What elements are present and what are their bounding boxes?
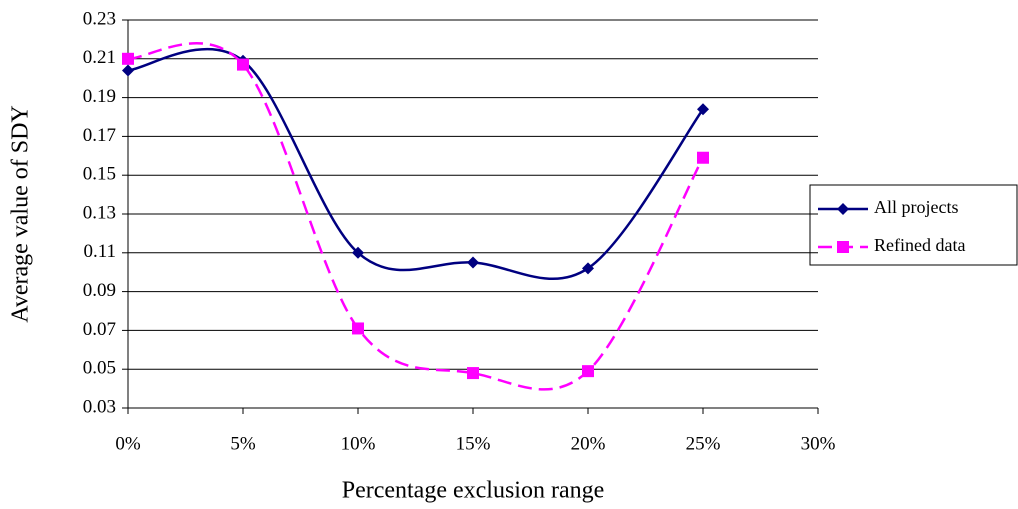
y-tick-label: 0.09: [83, 280, 116, 301]
y-tick-label: 0.03: [83, 396, 116, 417]
legend-text: All projects: [874, 197, 958, 217]
y-tick-label: 0.11: [83, 241, 116, 262]
marker: [467, 256, 479, 269]
legend-text: Refined data: [874, 235, 965, 255]
y-tick-label: 0.17: [83, 125, 116, 146]
x-tick-label: 25%: [686, 433, 721, 454]
marker: [697, 103, 709, 116]
series-line: [127, 42, 705, 391]
legend-marker: [837, 203, 849, 215]
marker: [582, 262, 594, 275]
marker: [697, 151, 709, 164]
y-tick-label: 0.15: [83, 164, 116, 185]
marker: [352, 246, 364, 259]
x-tick-label: 20%: [571, 433, 606, 454]
x-tick-label: 5%: [230, 433, 256, 454]
x-tick-label: 10%: [341, 433, 376, 454]
marker: [467, 367, 479, 380]
marker: [122, 52, 134, 65]
marker: [237, 58, 249, 71]
y-tick-label: 0.21: [83, 47, 116, 68]
x-tick-label: 0%: [115, 433, 141, 454]
y-tick-label: 0.07: [83, 319, 116, 340]
x-axis-title: Percentage exclusion range: [342, 478, 605, 504]
y-tick-label: 0.05: [83, 358, 116, 379]
marker: [122, 64, 134, 77]
legend-marker: [837, 241, 849, 253]
x-tick-label: 30%: [801, 433, 836, 454]
y-tick-label: 0.13: [83, 202, 116, 223]
series-line: [127, 47, 705, 280]
y-axis-title: Average value of SDY: [8, 105, 34, 322]
x-tick-label: 15%: [456, 433, 491, 454]
marker: [352, 322, 364, 335]
y-tick-label: 0.19: [83, 86, 116, 107]
marker: [582, 365, 594, 378]
y-tick-label: 0.23: [83, 8, 116, 29]
